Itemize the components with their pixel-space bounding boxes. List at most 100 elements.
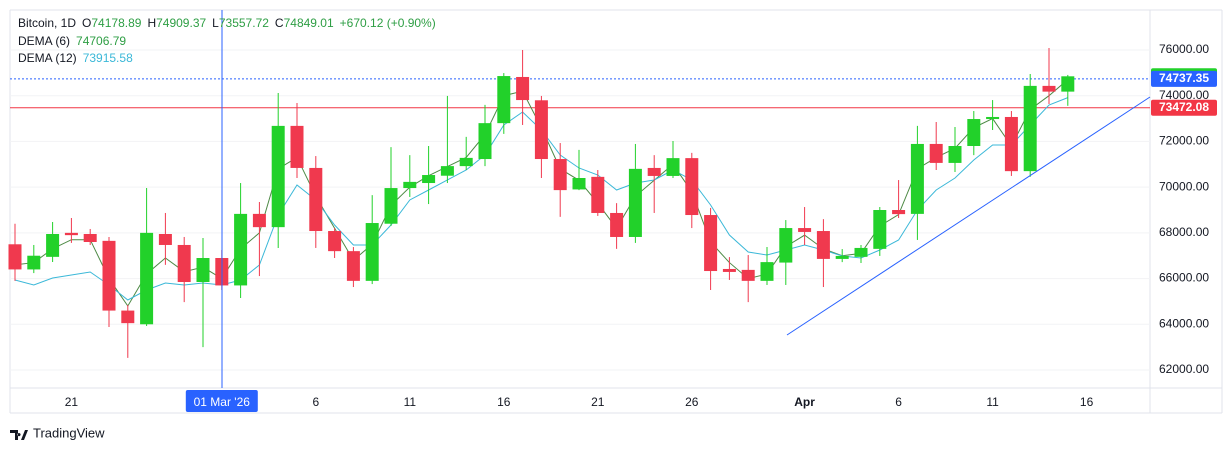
legend-text: 74849.01 xyxy=(284,16,334,30)
y-tick-label: 66000.00 xyxy=(1159,271,1209,285)
candle-body xyxy=(328,231,342,252)
candle-body xyxy=(553,159,567,191)
candle-body xyxy=(403,181,417,189)
legend-text: 74178.89 xyxy=(91,16,141,30)
candle-body xyxy=(835,255,849,259)
candle-body xyxy=(704,215,718,272)
candle-body xyxy=(83,234,97,242)
legend-text: DEMA (6) xyxy=(18,34,70,48)
x-tick-label: 16 xyxy=(497,395,511,409)
y-tick-label: 62000.00 xyxy=(1159,362,1209,376)
y-tick-label: 68000.00 xyxy=(1159,225,1209,239)
grid xyxy=(10,49,1150,371)
candle-body xyxy=(459,157,473,167)
x-tick-label: 26 xyxy=(685,395,699,409)
candle-body xyxy=(873,210,887,249)
legend-text: O xyxy=(82,16,91,30)
trend-line xyxy=(786,96,1151,336)
candle-body xyxy=(1023,85,1037,172)
candle-body xyxy=(158,234,172,245)
overlay: 62000.00 64000.00 66000.00 68000.00 70000.00… xyxy=(65,42,1217,412)
candle-body xyxy=(365,223,379,281)
candle-body xyxy=(177,244,191,282)
price-label: 73472.08 xyxy=(1159,100,1209,114)
legend-text: DEMA (12) xyxy=(18,51,77,65)
y-tick-label: 76000.00 xyxy=(1159,42,1209,56)
legend-text: +670.12 (+0.90%) xyxy=(340,16,436,30)
legend-text: 73915.58 xyxy=(83,51,133,65)
candle-body xyxy=(534,100,548,160)
x-tick-label: 11 xyxy=(404,395,417,409)
candle-body xyxy=(798,228,812,232)
candle-body xyxy=(685,158,699,216)
legend-text: C xyxy=(275,16,284,30)
candle-body xyxy=(271,125,285,228)
candle-body xyxy=(929,143,943,163)
candle-body xyxy=(1004,116,1018,172)
candle-body xyxy=(647,167,661,176)
y-tick-label: 74000.00 xyxy=(1159,88,1209,102)
candle-body xyxy=(46,234,60,257)
candle-body xyxy=(741,269,755,281)
candle-body xyxy=(497,76,511,124)
candle-body xyxy=(478,123,492,160)
candle-body xyxy=(779,228,793,263)
candle-body xyxy=(196,258,210,282)
price-label: 74737.35 xyxy=(1159,71,1209,85)
candle-body xyxy=(666,158,680,176)
candle-body xyxy=(516,76,530,101)
candle-body xyxy=(948,146,962,163)
x-tick-label: 01 Mar '26 xyxy=(194,395,251,409)
legend-text: L xyxy=(212,16,219,30)
plot xyxy=(8,47,1150,358)
x-tick-label: 6 xyxy=(895,395,902,409)
candle-body xyxy=(422,175,436,184)
x-tick-label: Apr xyxy=(794,395,815,409)
legend-text: Bitcoin, 1D xyxy=(18,16,76,30)
candle-body xyxy=(1061,76,1075,92)
x-tick-label: 6 xyxy=(312,395,319,409)
candle-body xyxy=(967,119,981,146)
legend-text: H xyxy=(147,16,156,30)
candle-body xyxy=(140,232,154,325)
candle-body xyxy=(816,231,830,259)
legend-text: 73557.72 xyxy=(219,16,269,30)
x-tick-label: 11 xyxy=(986,395,999,409)
candle-body xyxy=(252,213,266,228)
candle-body xyxy=(27,255,41,270)
candle-body xyxy=(910,143,924,214)
candle-body xyxy=(346,251,360,281)
candle-body xyxy=(121,310,135,324)
x-tick-label: 21 xyxy=(591,395,605,409)
y-tick-label: 70000.00 xyxy=(1159,179,1209,193)
candle-body xyxy=(64,232,78,236)
crosshair-label-bg xyxy=(185,390,258,412)
logo-text: TradingView xyxy=(33,425,105,440)
y-tick-label: 72000.00 xyxy=(1159,134,1209,148)
candle-body xyxy=(102,240,116,311)
candle-body xyxy=(384,188,398,224)
price-label-bg xyxy=(1151,99,1217,116)
candle-body xyxy=(610,212,624,237)
logo-icon xyxy=(10,430,28,440)
candle-body xyxy=(854,247,868,257)
candle-body xyxy=(234,213,248,286)
x-tick-label: 21 xyxy=(65,395,79,409)
candle-body xyxy=(722,268,736,272)
y-tick-label: 64000.00 xyxy=(1159,316,1209,330)
candle-body xyxy=(628,168,642,237)
candle-body xyxy=(440,166,454,176)
price-label-bg xyxy=(1151,70,1217,87)
candle-body xyxy=(591,176,605,213)
candle-body xyxy=(1042,85,1056,92)
candle-body xyxy=(760,262,774,281)
candle-body xyxy=(892,210,906,215)
legend-text: 74706.79 xyxy=(76,34,126,48)
legend-header: Bitcoin, 1D O74178.89 H74909.37 L73557.72 C7… xyxy=(18,16,436,30)
legend-entry: DEMA (6) 74706.79 xyxy=(18,34,126,48)
candle-body xyxy=(8,244,22,270)
legend-text: 74909.37 xyxy=(156,16,206,30)
candle-body xyxy=(290,125,304,168)
candle-body xyxy=(309,167,323,232)
